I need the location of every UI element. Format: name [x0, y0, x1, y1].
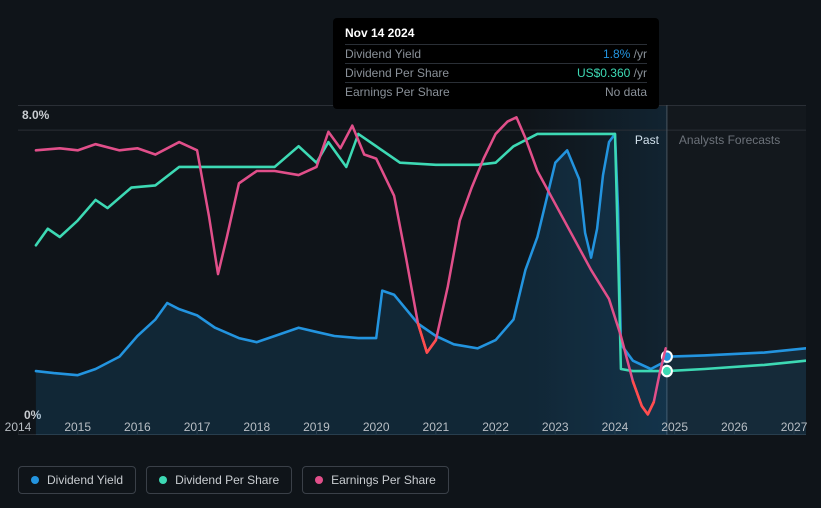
legend-dot-icon [315, 476, 323, 484]
legend-item-label: Dividend Yield [47, 473, 123, 487]
x-axis-tick-label: 2016 [124, 420, 151, 434]
tooltip-row-value: No data [605, 85, 647, 99]
chart-container [18, 105, 806, 435]
tooltip-row-label: Dividend Yield [345, 47, 421, 61]
tooltip-date: Nov 14 2024 [345, 26, 647, 40]
x-axis-tick-label: 2021 [423, 420, 450, 434]
chart-svg [18, 105, 806, 435]
legend-item-label: Dividend Per Share [175, 473, 279, 487]
legend-dot-icon [159, 476, 167, 484]
legend-item[interactable]: Dividend Yield [18, 466, 136, 494]
chart-tooltip: Nov 14 2024 Dividend Yield1.8% /yrDivide… [333, 18, 659, 109]
x-axis-tick-label: 2018 [243, 420, 270, 434]
x-axis-tick-label: 2026 [721, 420, 748, 434]
tooltip-row: Dividend Per Share US$0.360 /yr [345, 63, 647, 82]
legend-item[interactable]: Earnings Per Share [302, 466, 449, 494]
tooltip-row-value: 1.8% /yr [603, 47, 647, 61]
tooltip-row: Dividend Yield 1.8% /yr [345, 44, 647, 63]
x-axis-tick-label: 2017 [184, 420, 211, 434]
x-axis-tick-label: 2014 [5, 420, 32, 434]
tooltip-row-value: US$0.360 /yr [577, 66, 647, 80]
tooltip-row: Earnings Per Share No data [345, 82, 647, 101]
x-axis-tick-label: 2022 [482, 420, 509, 434]
legend-item-label: Earnings Per Share [331, 473, 436, 487]
legend-dot-icon [31, 476, 39, 484]
x-axis-tick-label: 2019 [303, 420, 330, 434]
x-axis-tick-label: 2015 [64, 420, 91, 434]
x-axis-tick-label: 2025 [661, 420, 688, 434]
x-axis-tick-label: 2023 [542, 420, 569, 434]
chart-legend: Dividend Yield Dividend Per Share Earnings… [18, 466, 449, 494]
x-axis-tick-label: 2024 [602, 420, 629, 434]
legend-item[interactable]: Dividend Per Share [146, 466, 292, 494]
x-axis-tick-label: 2027 [781, 420, 808, 434]
x-axis-tick-label: 2020 [363, 420, 390, 434]
tooltip-row-label: Dividend Per Share [345, 66, 449, 80]
x-axis-labels: 2014201520162017201820192020202120222023… [18, 420, 806, 440]
tooltip-row-label: Earnings Per Share [345, 85, 450, 99]
